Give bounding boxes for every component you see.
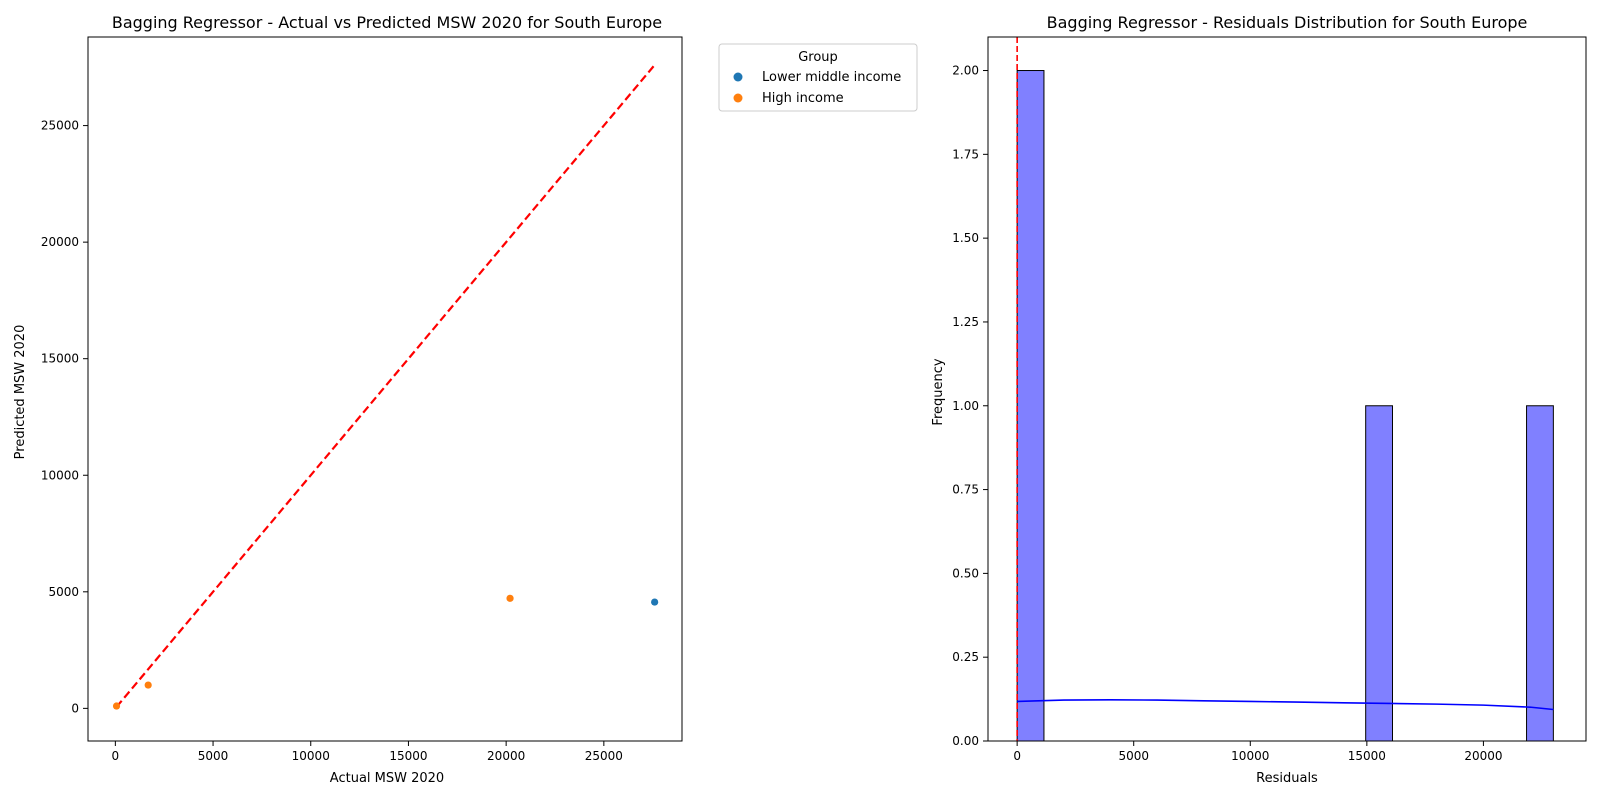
scatter-y-tick-label: 20000: [41, 235, 79, 249]
scatter-reference-line-layer: [115, 64, 656, 708]
histogram-x-ticks: 0 5000 10000 15000 20000: [1013, 741, 1503, 763]
scatter-y-tick-label: 5000: [48, 585, 79, 599]
scatter-y-tick-label: 25000: [41, 119, 79, 133]
histogram-y-tick-label: 0.25: [952, 650, 979, 664]
legend-frame: [718, 43, 918, 112]
histogram-x-tick-label: 20000: [1464, 749, 1502, 763]
scatter-x-ticks: 0 5000 10000 15000 20000 25000: [112, 741, 623, 763]
histogram-y-tick-label: 1.50: [952, 231, 979, 245]
histogram-x-tick-label: 0: [1013, 749, 1021, 763]
scatter-y-tick-label: 15000: [41, 352, 79, 366]
scatter-y-tick-label: 0: [71, 701, 79, 715]
scatter-x-axis-label: Actual MSW 2020: [330, 771, 444, 786]
scatter-x-tick-label: 5000: [198, 749, 229, 763]
histogram-chart: Bagging Regressor - Residuals Distributi…: [931, 13, 1587, 786]
histogram-y-tick-label: 0.00: [952, 734, 979, 748]
scatter-point-high-income-2: [112, 702, 121, 710]
histogram-y-tick-label: 2.00: [952, 64, 979, 78]
scatter-x-tick-label: 0: [112, 749, 120, 763]
scatter-point-high-income-1: [144, 681, 152, 689]
histogram-kde-curve: [1017, 698, 1554, 711]
histogram-bar-1: [1365, 405, 1393, 742]
legend-label-high-income: High income: [762, 91, 844, 106]
histogram-y-ticks: 0.00 0.25 0.50 0.75 1.00 1.25 1.50 1.75 2.00: [952, 64, 988, 748]
scatter-x-tick-label: 10000: [292, 749, 330, 763]
histogram-bars-layer: [1016, 70, 1554, 742]
scatter-point-high-income-0: [506, 594, 514, 602]
histogram-kde-layer: [1017, 698, 1554, 711]
scatter-points-layer: [112, 594, 659, 710]
scatter-y-tick-label: 10000: [41, 468, 79, 482]
scatter-plot-frame: [87, 36, 683, 742]
histogram-x-tick-label: 5000: [1118, 749, 1149, 763]
histogram-y-tick-label: 1.25: [952, 315, 979, 329]
scatter-y-ticks: 0 5000 10000 15000 20000 25000: [41, 119, 88, 715]
legend-marker-lower-middle-income: [733, 72, 743, 82]
histogram-y-tick-label: 1.75: [952, 147, 979, 161]
histogram-x-tick-label: 15000: [1348, 749, 1386, 763]
scatter-legend: Group Lower middle income High income: [718, 43, 918, 112]
legend-label-lower-middle-income: Lower middle income: [762, 70, 901, 85]
histogram-x-axis-label: Residuals: [1256, 771, 1318, 786]
scatter-reference-line: [115, 64, 656, 708]
scatter-title: Bagging Regressor - Actual vs Predicted …: [112, 13, 662, 32]
scatter-x-tick-label: 15000: [389, 749, 427, 763]
scatter-x-tick-label: 25000: [585, 749, 623, 763]
scatter-chart: Bagging Regressor - Actual vs Predicted …: [13, 13, 918, 786]
histogram-title: Bagging Regressor - Residuals Distributi…: [1047, 13, 1528, 32]
histogram-y-tick-label: 0.50: [952, 566, 979, 580]
legend-title: Group: [798, 50, 838, 65]
scatter-point-lower-middle-income-0: [651, 598, 659, 606]
histogram-plot-frame: [987, 36, 1587, 742]
histogram-y-axis-label: Frequency: [931, 358, 946, 425]
scatter-x-tick-label: 20000: [487, 749, 525, 763]
histogram-bar-2: [1526, 405, 1554, 742]
histogram-y-tick-label: 0.75: [952, 483, 979, 497]
histogram-bar-0: [1016, 70, 1045, 742]
histogram-x-tick-label: 10000: [1231, 749, 1269, 763]
scatter-y-axis-label: Predicted MSW 2020: [13, 325, 28, 460]
histogram-y-tick-label: 1.00: [952, 399, 979, 413]
legend-marker-high-income: [733, 93, 743, 103]
